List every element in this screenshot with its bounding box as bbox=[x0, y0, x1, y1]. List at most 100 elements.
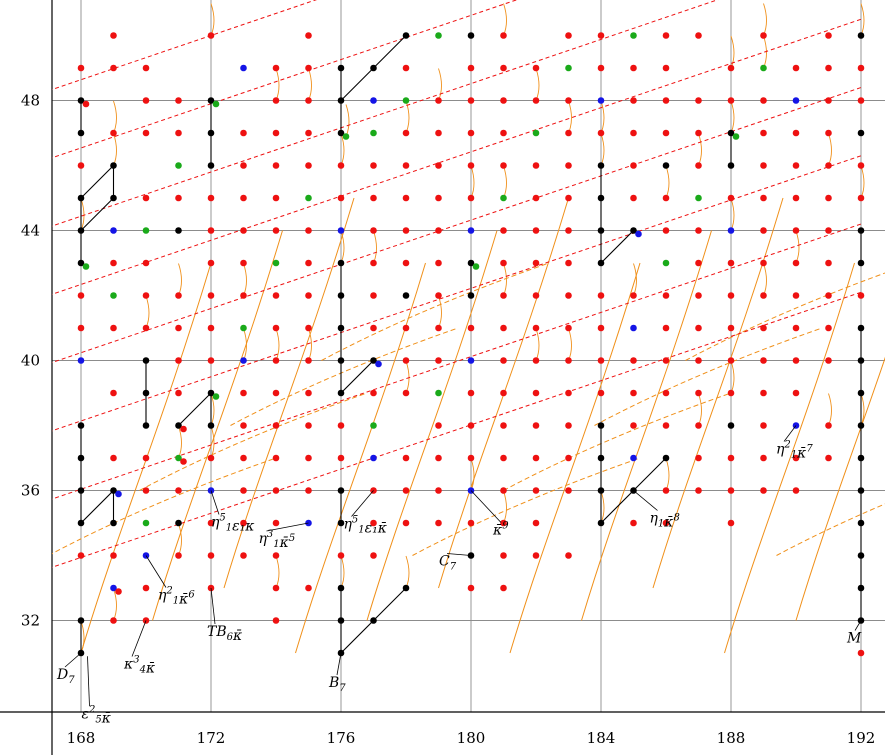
class-dot bbox=[240, 487, 247, 494]
class-dot bbox=[727, 422, 735, 429]
class-dot bbox=[472, 263, 480, 270]
class-dot bbox=[727, 97, 735, 104]
class-dot bbox=[532, 454, 540, 462]
class-dot bbox=[110, 162, 117, 169]
class-dot bbox=[630, 292, 637, 299]
class-dot bbox=[565, 389, 572, 397]
class-dot bbox=[500, 324, 507, 332]
annotation-label: η51ε₁κ bbox=[211, 513, 254, 535]
class-dot bbox=[77, 259, 85, 267]
class-dot bbox=[500, 389, 507, 397]
class-dot bbox=[695, 324, 702, 332]
class-dot bbox=[337, 389, 345, 397]
class-dot bbox=[272, 389, 280, 397]
y-tick-label: 40 bbox=[21, 352, 40, 370]
class-dot bbox=[305, 194, 312, 202]
class-dot bbox=[760, 259, 767, 267]
differential-arc bbox=[503, 263, 507, 296]
class-dot bbox=[825, 454, 832, 462]
class-dot bbox=[435, 454, 442, 462]
class-dot bbox=[207, 32, 215, 39]
class-dot bbox=[662, 259, 670, 267]
x-tick-label: 180 bbox=[457, 729, 486, 747]
class-dot bbox=[825, 162, 832, 169]
class-dot bbox=[792, 454, 800, 462]
annotation-leader bbox=[64, 652, 82, 668]
class-dot bbox=[565, 552, 572, 559]
class-dot bbox=[825, 259, 832, 267]
class-dot bbox=[207, 389, 215, 397]
class-dot bbox=[370, 292, 377, 299]
class-dot bbox=[500, 584, 507, 592]
data-points bbox=[77, 32, 865, 657]
class-dot bbox=[467, 32, 475, 39]
differential-line bbox=[438, 197, 569, 589]
class-dot bbox=[825, 324, 832, 332]
class-dot bbox=[337, 584, 345, 592]
class-dot bbox=[500, 519, 507, 527]
class-dot bbox=[662, 194, 670, 202]
class-dot bbox=[272, 292, 280, 299]
class-dot bbox=[695, 292, 702, 299]
class-dot bbox=[500, 32, 507, 39]
differential-arc bbox=[503, 490, 507, 524]
class-dot bbox=[857, 194, 865, 202]
annotation-leader bbox=[336, 652, 342, 676]
differential-arc bbox=[243, 263, 247, 296]
class-dot bbox=[337, 162, 345, 169]
class-dot bbox=[662, 32, 670, 39]
class-dot bbox=[792, 162, 800, 169]
class-dot bbox=[727, 194, 735, 202]
annotation-label: TB6κ̄ bbox=[207, 624, 242, 644]
class-dot bbox=[370, 389, 377, 397]
y-tick-labels: 32 36 40 44 48 bbox=[21, 92, 40, 630]
hidden-extension-line bbox=[52, 0, 518, 159]
class-dot bbox=[180, 458, 187, 465]
differential-arc bbox=[503, 3, 507, 36]
class-dot bbox=[662, 97, 670, 104]
class-dot bbox=[402, 32, 410, 39]
class-dot bbox=[175, 552, 182, 559]
class-dot bbox=[272, 617, 280, 624]
class-dot bbox=[337, 487, 345, 494]
class-dot bbox=[792, 292, 800, 299]
differential-arc bbox=[275, 555, 280, 589]
class-dot bbox=[142, 357, 150, 364]
differential-dashed-line bbox=[52, 457, 277, 555]
class-dot bbox=[825, 422, 832, 429]
annotation-label: κ34κ̄ bbox=[123, 655, 155, 677]
class-dot bbox=[597, 389, 605, 397]
class-dot bbox=[532, 422, 540, 429]
class-dot bbox=[175, 97, 182, 104]
class-dot bbox=[175, 422, 182, 429]
class-dot bbox=[662, 292, 670, 299]
class-dot bbox=[402, 129, 410, 137]
class-dot bbox=[565, 422, 572, 429]
class-dot bbox=[82, 100, 90, 108]
class-dot bbox=[272, 519, 280, 527]
class-dot bbox=[77, 552, 85, 559]
differential-arc bbox=[763, 263, 767, 296]
class-dot bbox=[272, 584, 280, 592]
x-tick-label: 172 bbox=[197, 729, 226, 747]
class-dot bbox=[500, 454, 507, 462]
annotation-label: η31κ̄5 bbox=[259, 529, 296, 551]
class-dot bbox=[727, 162, 735, 169]
class-dot bbox=[305, 357, 312, 364]
class-dot bbox=[467, 162, 475, 169]
class-dot bbox=[77, 519, 85, 527]
class-dot bbox=[467, 292, 475, 299]
class-dot bbox=[792, 389, 800, 397]
differential-arc bbox=[275, 328, 280, 361]
class-dot bbox=[500, 194, 507, 202]
differential-arc bbox=[698, 133, 702, 166]
hidden-extension-line bbox=[52, 291, 862, 568]
eta-line bbox=[600, 230, 634, 264]
class-dot bbox=[597, 32, 605, 39]
differential-arc bbox=[178, 263, 182, 296]
class-dot bbox=[142, 194, 150, 202]
class-dot bbox=[695, 32, 702, 39]
class-dot bbox=[337, 64, 345, 72]
class-dot bbox=[565, 129, 572, 137]
x-tick-labels: 168 172 176 180 184 188 192 bbox=[67, 729, 876, 747]
